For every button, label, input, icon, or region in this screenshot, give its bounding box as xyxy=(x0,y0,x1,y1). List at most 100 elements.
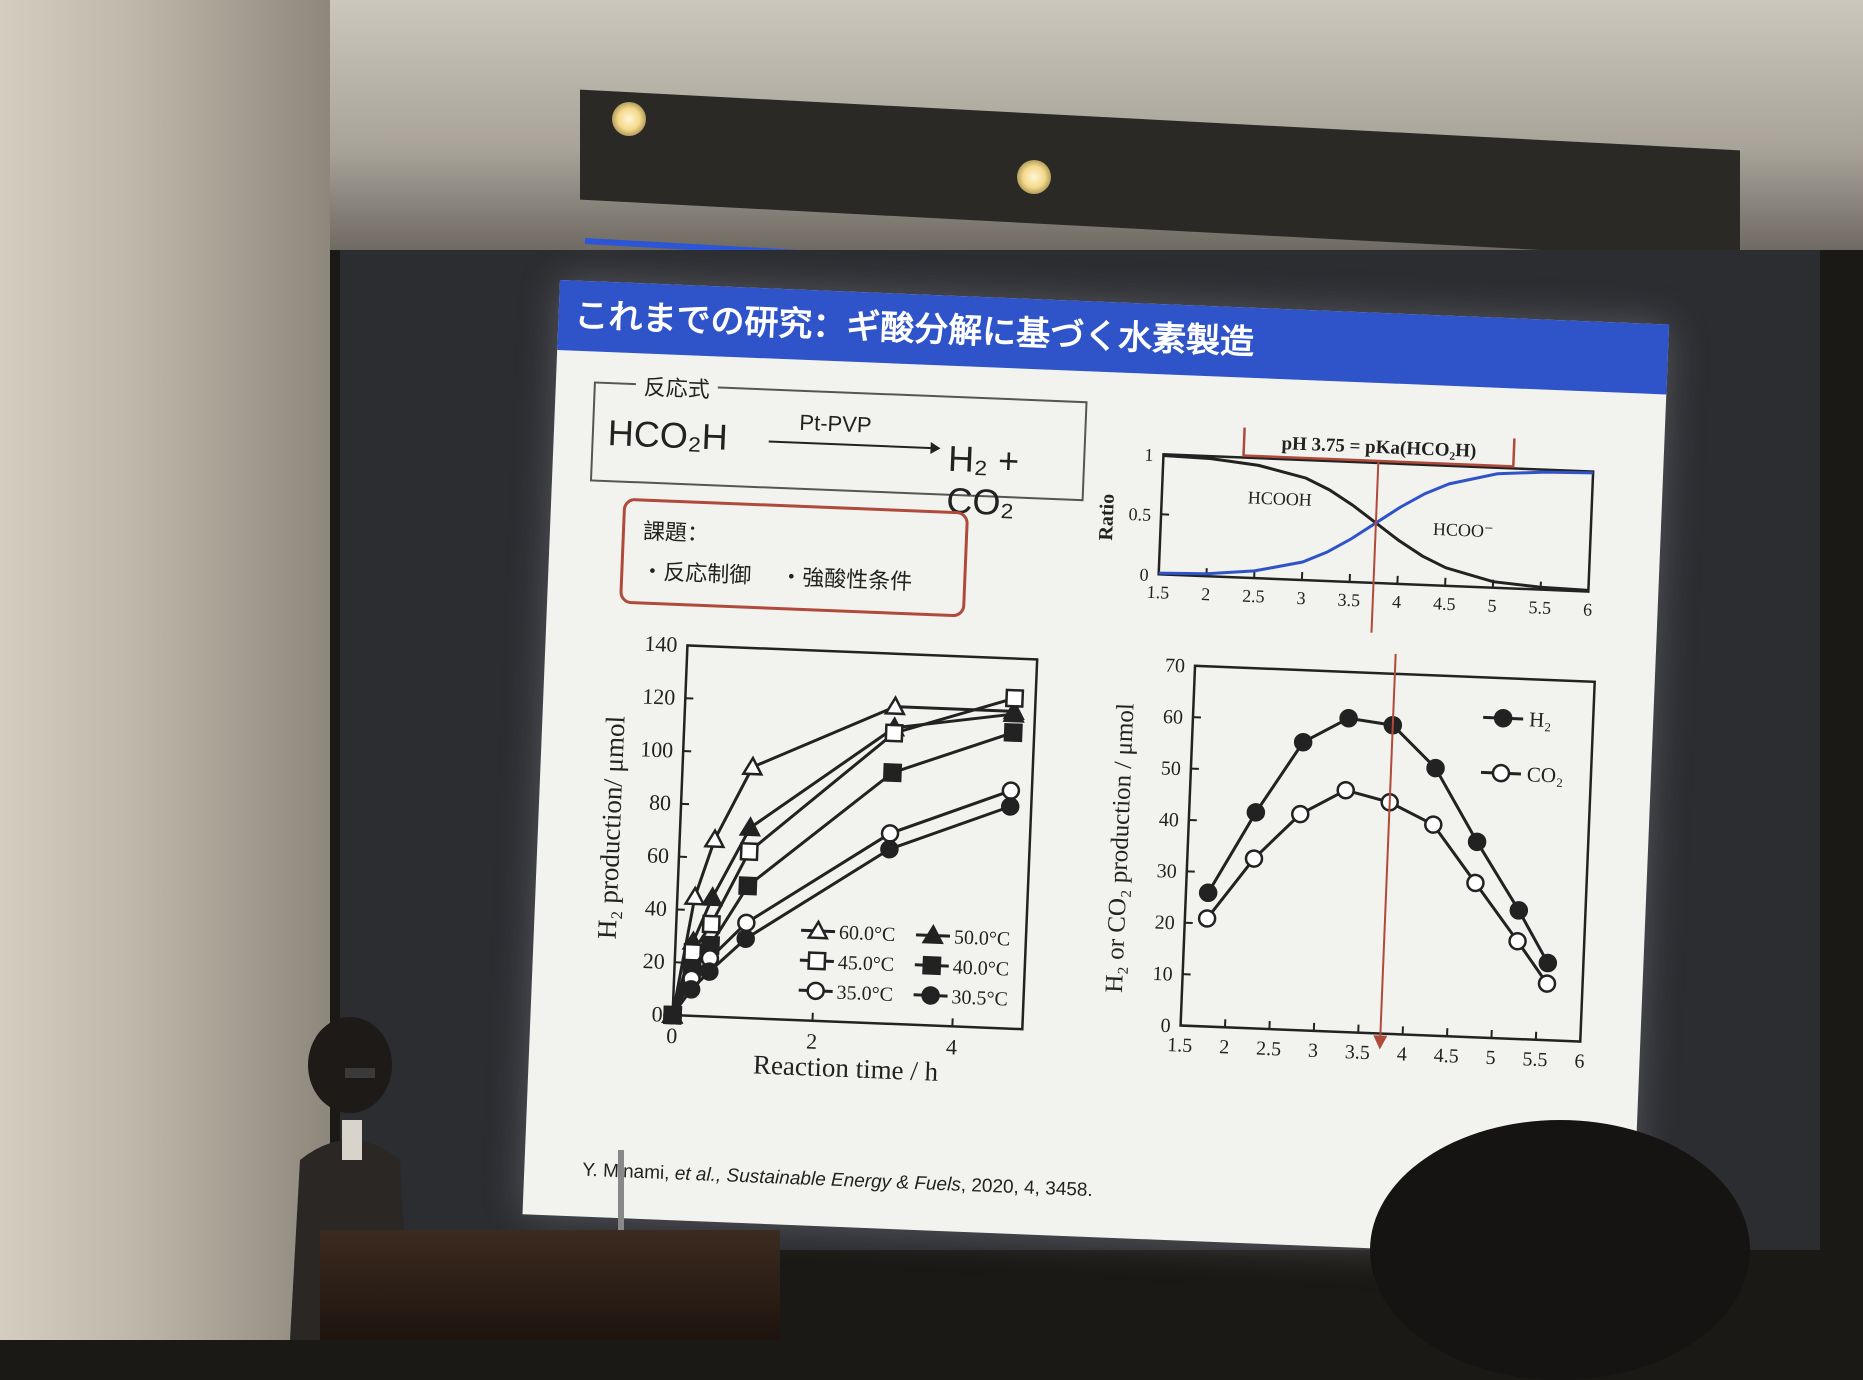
y-tick-label: 20 xyxy=(1154,912,1175,935)
data-point-circle xyxy=(1002,798,1019,815)
catalyst-label: Pt-PVP xyxy=(799,410,872,439)
data-point-circle xyxy=(1540,955,1557,972)
data-point-circle xyxy=(1003,782,1020,799)
y-axis-label: Ratio xyxy=(1095,493,1119,541)
x-tick-label: 2 xyxy=(1201,584,1211,604)
data-point-circle xyxy=(1495,710,1512,727)
series-label-hcoo: HCOO⁻ xyxy=(1433,519,1494,541)
issues-title: 課題： xyxy=(642,514,709,549)
x-tick-label: 4.5 xyxy=(1433,593,1456,614)
legend-label: 45.0°C xyxy=(837,952,894,976)
data-point-circle xyxy=(1295,734,1312,751)
data-point-circle xyxy=(1340,710,1357,727)
x-tick-label: 2 xyxy=(1219,1036,1230,1058)
data-point-circle xyxy=(1427,760,1444,777)
data-point-circle xyxy=(1199,910,1216,927)
presentation-slide: これまでの研究：ギ酸分解に基づく水素製造 反応式 HCO₂H Pt-PVP H₂… xyxy=(522,280,1669,1259)
x-tick-label: 3 xyxy=(1296,588,1306,608)
data-point-circle xyxy=(1467,875,1484,892)
y-tick-label: 40 xyxy=(1158,809,1179,832)
ceiling-light-icon xyxy=(1017,160,1051,194)
legend-label: CO₂ xyxy=(1526,762,1563,787)
legend-label: 50.0°C xyxy=(953,926,1010,950)
issues-list: ・反応制御 ・強酸性条件 xyxy=(641,554,935,598)
citation-etal: et al., xyxy=(674,1163,727,1186)
podium xyxy=(320,1230,780,1340)
y-axis-label: H₂ production/ μmol xyxy=(592,715,631,939)
data-point-circle xyxy=(1539,975,1556,992)
series-label-hcooh: HCOOH xyxy=(1247,487,1312,510)
x-tick-label: 4.5 xyxy=(1433,1045,1459,1068)
data-point-square xyxy=(809,953,826,970)
legend-label: 35.0°C xyxy=(836,982,893,1006)
product-formula: H₂ + CO₂ xyxy=(946,438,1084,527)
citation-author: Y. Minami, xyxy=(582,1160,675,1185)
citation-journal: Sustainable Energy & Fuels xyxy=(726,1165,961,1195)
y-tick-label: 10 xyxy=(1152,963,1173,986)
data-point-circle xyxy=(701,963,718,980)
pka-arrow-icon xyxy=(1373,1035,1388,1050)
y-tick-label: 40 xyxy=(644,895,667,921)
reaction-equation-box: 反応式 HCO₂H Pt-PVP H₂ + CO₂ xyxy=(590,381,1088,501)
data-point-circle xyxy=(1337,782,1354,799)
y-tick-label: 80 xyxy=(649,790,672,816)
data-point-circle xyxy=(1510,902,1527,919)
x-tick-label: 5.5 xyxy=(1522,1048,1548,1071)
y-tick-label: 100 xyxy=(640,736,674,762)
x-tick-label: 4 xyxy=(1392,592,1402,612)
data-point-square xyxy=(741,843,758,860)
citation-rest: , 2020, 4, 3458. xyxy=(960,1175,1093,1201)
reaction-arrow-icon xyxy=(769,441,939,450)
ceiling-light-icon xyxy=(612,102,646,136)
x-tick-label: 4 xyxy=(946,1034,958,1059)
x-tick-label: 1.5 xyxy=(1167,1034,1193,1057)
x-tick-label: 5 xyxy=(1487,595,1497,615)
data-point-circle xyxy=(881,841,898,858)
data-point-triangle xyxy=(686,888,705,905)
y-tick-label: 50 xyxy=(1160,757,1181,780)
legend-label: 60.0°C xyxy=(839,922,896,946)
x-axis-label: Reaction time / h xyxy=(752,1049,939,1086)
y-axis-label: H₂ or CO₂ production / μmol xyxy=(1101,703,1140,994)
data-point-square xyxy=(740,878,757,895)
data-point-circle xyxy=(738,915,755,932)
x-tick-label: 3.5 xyxy=(1337,589,1360,610)
data-point-circle xyxy=(1509,933,1526,950)
legend-label: 40.0°C xyxy=(952,956,1009,980)
issue-item: ・強酸性条件 xyxy=(780,565,913,595)
x-tick-label: 3 xyxy=(1308,1040,1319,1062)
y-tick-label: 70 xyxy=(1165,655,1186,678)
y-tick-label: 20 xyxy=(642,948,665,974)
data-point-circle xyxy=(1200,884,1217,901)
data-point-circle xyxy=(922,987,939,1004)
x-tick-label: 5.5 xyxy=(1528,597,1551,618)
data-point-square xyxy=(884,764,901,781)
x-tick-label: 5 xyxy=(1485,1047,1496,1069)
x-tick-label: 2.5 xyxy=(1242,586,1265,607)
reactant-formula: HCO₂H xyxy=(607,412,729,459)
pka-marker-line xyxy=(1371,453,1378,633)
legend-label: H₂ xyxy=(1529,707,1552,732)
data-point-circle xyxy=(737,930,754,947)
x-tick-label: 3.5 xyxy=(1344,1041,1370,1064)
y-tick-label: 120 xyxy=(642,684,676,710)
x-tick-label: 2 xyxy=(806,1029,818,1054)
issue-item: ・反応制御 xyxy=(641,560,752,589)
data-point-triangle xyxy=(743,758,762,775)
x-tick-label: 6 xyxy=(1574,1050,1585,1072)
pka-marker-line xyxy=(1380,654,1396,1046)
data-point-circle xyxy=(1248,804,1265,821)
data-point-triangle xyxy=(703,888,722,905)
audience-head xyxy=(1370,1120,1750,1380)
data-point-circle xyxy=(882,825,899,842)
data-point-triangle xyxy=(705,830,724,847)
reaction-label: 反応式 xyxy=(635,369,718,404)
data-point-square xyxy=(1006,690,1023,707)
y-tick-label: 60 xyxy=(1163,706,1184,729)
data-point-circle xyxy=(1493,765,1510,782)
y-tick-label: 60 xyxy=(646,842,669,868)
data-point-circle xyxy=(683,981,700,998)
data-point-circle xyxy=(1292,806,1309,823)
